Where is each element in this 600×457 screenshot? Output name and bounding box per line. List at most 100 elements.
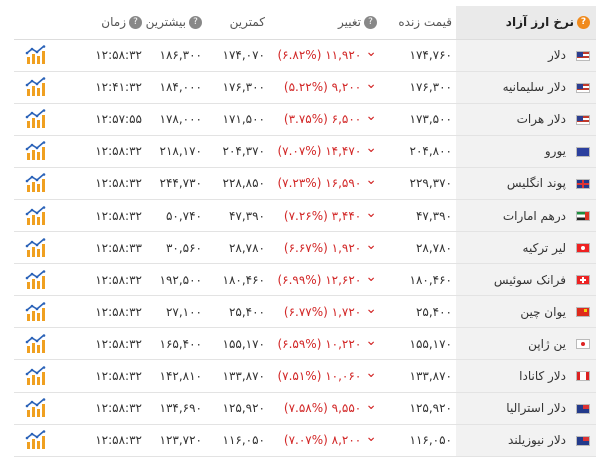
table-row[interactable]: پوند انگلیس ۲۲۹,۳۷۰ ⌄۱۶,۵۹۰ (۷.۲۳%) ۲۲۸,۸۵۰…	[14, 167, 596, 200]
us-flag-icon	[576, 82, 590, 93]
currency-name[interactable]: دلار کانادا	[519, 368, 566, 383]
chart-icon	[25, 366, 46, 385]
currency-name-cell[interactable]: ین ژاپن	[456, 327, 596, 360]
max-cell: ۱۴۲,۸۱۰	[159, 368, 203, 383]
down-arrow-icon: ⌄	[365, 332, 377, 349]
currency-name-cell[interactable]: دلار کانادا	[456, 359, 596, 393]
table-body: دلار ۱۷۴,۷۶۰ ⌄۱۱,۹۲۰ (۶.۸۲%) ۱۷۴,۰۷۰ ۱۸۶,۳۰۰…	[14, 39, 596, 457]
max-cell: ۱۶۵,۴۰۰	[159, 336, 203, 351]
table-row[interactable]: فرانک سوئیس ۱۸۰,۴۶۰ ⌄۱۲,۶۲۰ (۶.۹۹%) ۱۸۰,۴۶۰…	[14, 263, 596, 296]
help-icon[interactable]: ?	[364, 16, 377, 30]
table-row[interactable]: دلار استرالیا ۱۲۵,۹۲۰ ⌄۹,۵۵۰ (۷.۵۸%) ۱۲۵,۹۲…	[14, 392, 596, 425]
change-cell: ⌄۹,۲۰۰ (۵.۲۲%)	[269, 71, 381, 103]
change-value: ۱۶,۵۹۰ (۷.۲۳%)	[277, 176, 362, 191]
chart-icon	[25, 141, 46, 161]
currency-name[interactable]: دلار سلیمانیه	[502, 80, 566, 95]
time-cell: ۱۲:۵۸:۳۲	[95, 304, 142, 319]
currency-name[interactable]: یورو	[544, 144, 566, 159]
currency-name-cell[interactable]: دلار استرالیا	[456, 392, 596, 425]
price-cell: ۱۳۳,۸۷۰	[409, 368, 453, 383]
change-cell: ⌄۱۴,۴۷۰ (۷.۰۷%)	[269, 135, 381, 167]
table-row[interactable]: درهم امارات ۴۷,۳۹۰ ⌄۳,۴۴۰ (۷.۲۶%) ۴۷,۳۹۰ ۵۰,…	[14, 199, 596, 232]
change-value: ۹,۲۰۰ (۵.۲۲%)	[283, 80, 362, 95]
max-cell: ۲۴۴,۷۳۰	[159, 176, 203, 191]
jp-flag-icon	[576, 339, 590, 350]
table-row[interactable]: یوان چین ۲۵,۴۰۰ ⌄۱,۷۲۰ (۶.۷۷%) ۲۵,۴۰۰ ۲۷,۱۰۰…	[14, 295, 596, 328]
currency-name-cell[interactable]: فرانک سوئیس	[456, 263, 596, 296]
currency-name-cell[interactable]: درهم امارات	[456, 199, 596, 232]
change-cell: ⌄۱,۹۲۰ (۶.۶۷%)	[269, 232, 381, 264]
help-icon[interactable]: ?	[189, 16, 202, 30]
time-cell: ۱۲:۵۷:۵۵	[95, 112, 142, 127]
change-value: ۱۰,۰۶۰ (۷.۵۱%)	[277, 368, 362, 383]
currency-name[interactable]: دلار نیوزیلند	[508, 433, 566, 448]
time-cell: ۱۲:۵۸:۳۲	[95, 48, 142, 63]
price-cell: ۲۰۴,۸۰۰	[409, 144, 453, 159]
chart-cell[interactable]	[14, 392, 58, 424]
chart-cell[interactable]	[14, 103, 58, 135]
price-cell: ۱۷۶,۳۰۰	[409, 80, 453, 95]
chart-cell[interactable]	[14, 328, 58, 360]
chart-cell[interactable]	[14, 424, 58, 456]
currency-name[interactable]: یوان چین	[520, 304, 566, 319]
currency-name[interactable]: دلار هرات	[516, 112, 566, 127]
currency-name-cell[interactable]: دلار هرات	[456, 103, 596, 136]
table-title-label: نرخ ارز آزاد	[505, 15, 574, 30]
down-arrow-icon: ⌄	[365, 429, 377, 446]
change-value: ۱۰,۲۲۰ (۶.۵۹%)	[277, 336, 362, 351]
currency-name-cell[interactable]: پوند انگلیس	[456, 167, 596, 200]
currency-name-cell[interactable]: یوان چین	[456, 295, 596, 328]
currency-name[interactable]: لیر ترکیه	[522, 240, 566, 255]
time-cell: ۱۲:۵۸:۳۲	[95, 208, 142, 223]
max-cell: ۳۰,۵۶۰	[165, 240, 202, 255]
min-cell: ۱۷۱,۵۰۰	[222, 112, 266, 127]
table-row[interactable]: دلار کانادا ۱۳۳,۸۷۰ ⌄۱۰,۰۶۰ (۷.۵۱%) ۱۳۳,۸۷۰…	[14, 359, 596, 393]
change-value: ۹,۵۵۰ (۷.۵۸%)	[283, 401, 362, 416]
table-title: ?نرخ ارز آزاد	[456, 6, 596, 40]
change-value: ۶,۵۰۰ (۳.۷۵%)	[283, 112, 362, 127]
chart-cell[interactable]	[14, 296, 58, 328]
table-row[interactable]: یورو ۲۰۴,۸۰۰ ⌄۱۴,۴۷۰ (۷.۰۷%) ۲۰۴,۳۷۰ ۲۱۸,۱۷۰…	[14, 135, 596, 168]
price-cell: ۱۲۵,۹۲۰	[409, 401, 453, 416]
currency-name-cell[interactable]: یورو	[456, 135, 596, 168]
currency-name[interactable]: ین ژاپن	[528, 336, 566, 351]
currency-name[interactable]: درهم امارات	[502, 208, 566, 223]
table-row[interactable]: دلار هرات ۱۷۳,۵۰۰ ⌄۶,۵۰۰ (۳.۷۵%) ۱۷۱,۵۰۰ ۱۷۸…	[14, 103, 596, 136]
chart-cell[interactable]	[14, 264, 58, 296]
table-row[interactable]: دلار ۱۷۴,۷۶۰ ⌄۱۱,۹۲۰ (۶.۸۲%) ۱۷۴,۰۷۰ ۱۸۶,۳۰۰…	[14, 39, 596, 72]
table-row[interactable]: دلار نیوزیلند ۱۱۶,۰۵۰ ⌄۸,۲۰۰ (۷.۰۷%) ۱۱۶,۰۵…	[14, 424, 596, 457]
currency-name-cell[interactable]: دلار سلیمانیه	[456, 71, 596, 104]
chart-icon	[25, 77, 46, 97]
currency-table-wrapper: ?نرخ ارز آزاد قیمت زنده ?تغییر کمترین ?ب…	[14, 6, 596, 457]
chart-icon	[25, 237, 46, 257]
cn-flag-icon	[576, 307, 590, 318]
down-arrow-icon: ⌄	[365, 140, 377, 157]
table-row[interactable]: دلار سلیمانیه ۱۷۶,۳۰۰ ⌄۹,۲۰۰ (۵.۲۲%) ۱۷۶,۳۰…	[14, 71, 596, 104]
ae-flag-icon	[576, 211, 590, 222]
max-cell: ۱۲۳,۷۲۰	[159, 433, 203, 448]
currency-name-cell[interactable]: دلار نیوزیلند	[456, 424, 596, 457]
time-cell: ۱۲:۵۸:۳۲	[95, 401, 142, 416]
currency-name[interactable]: دلار	[548, 48, 566, 63]
currency-name[interactable]: دلار استرالیا	[506, 401, 566, 416]
change-value: ۱۲,۶۲۰ (۶.۹۹%)	[277, 272, 362, 287]
max-cell: ۱۷۸,۰۰۰	[159, 112, 203, 127]
currency-name[interactable]: پوند انگلیس	[506, 176, 566, 191]
chart-cell[interactable]	[14, 232, 58, 264]
chart-cell[interactable]	[14, 167, 58, 199]
currency-name-cell[interactable]: دلار	[456, 39, 596, 72]
help-icon[interactable]: ?	[577, 16, 590, 30]
table-row[interactable]: لیر ترکیه ۲۸,۷۸۰ ⌄۱,۹۲۰ (۶.۶۷%) ۲۸,۷۸۰ ۳۰,۵۶…	[14, 231, 596, 264]
price-cell: ۱۸۰,۴۶۰	[409, 272, 453, 287]
chart-cell[interactable]	[14, 199, 58, 231]
chart-cell[interactable]	[14, 39, 58, 71]
chart-cell[interactable]	[14, 71, 58, 103]
help-icon[interactable]: ?	[129, 16, 142, 30]
chart-cell[interactable]	[14, 135, 58, 167]
table-row[interactable]: ین ژاپن ۱۵۵,۱۷۰ ⌄۱۰,۲۲۰ (۶.۵۹%) ۱۵۵,۱۷۰ ۱۶۵,…	[14, 327, 596, 360]
chart-cell[interactable]	[14, 360, 58, 392]
currency-name-cell[interactable]: لیر ترکیه	[456, 231, 596, 264]
currency-name[interactable]: فرانک سوئیس	[493, 272, 566, 287]
change-cell: ⌄۱۱,۹۲۰ (۶.۸۲%)	[269, 39, 381, 71]
down-arrow-icon: ⌄	[365, 364, 377, 381]
